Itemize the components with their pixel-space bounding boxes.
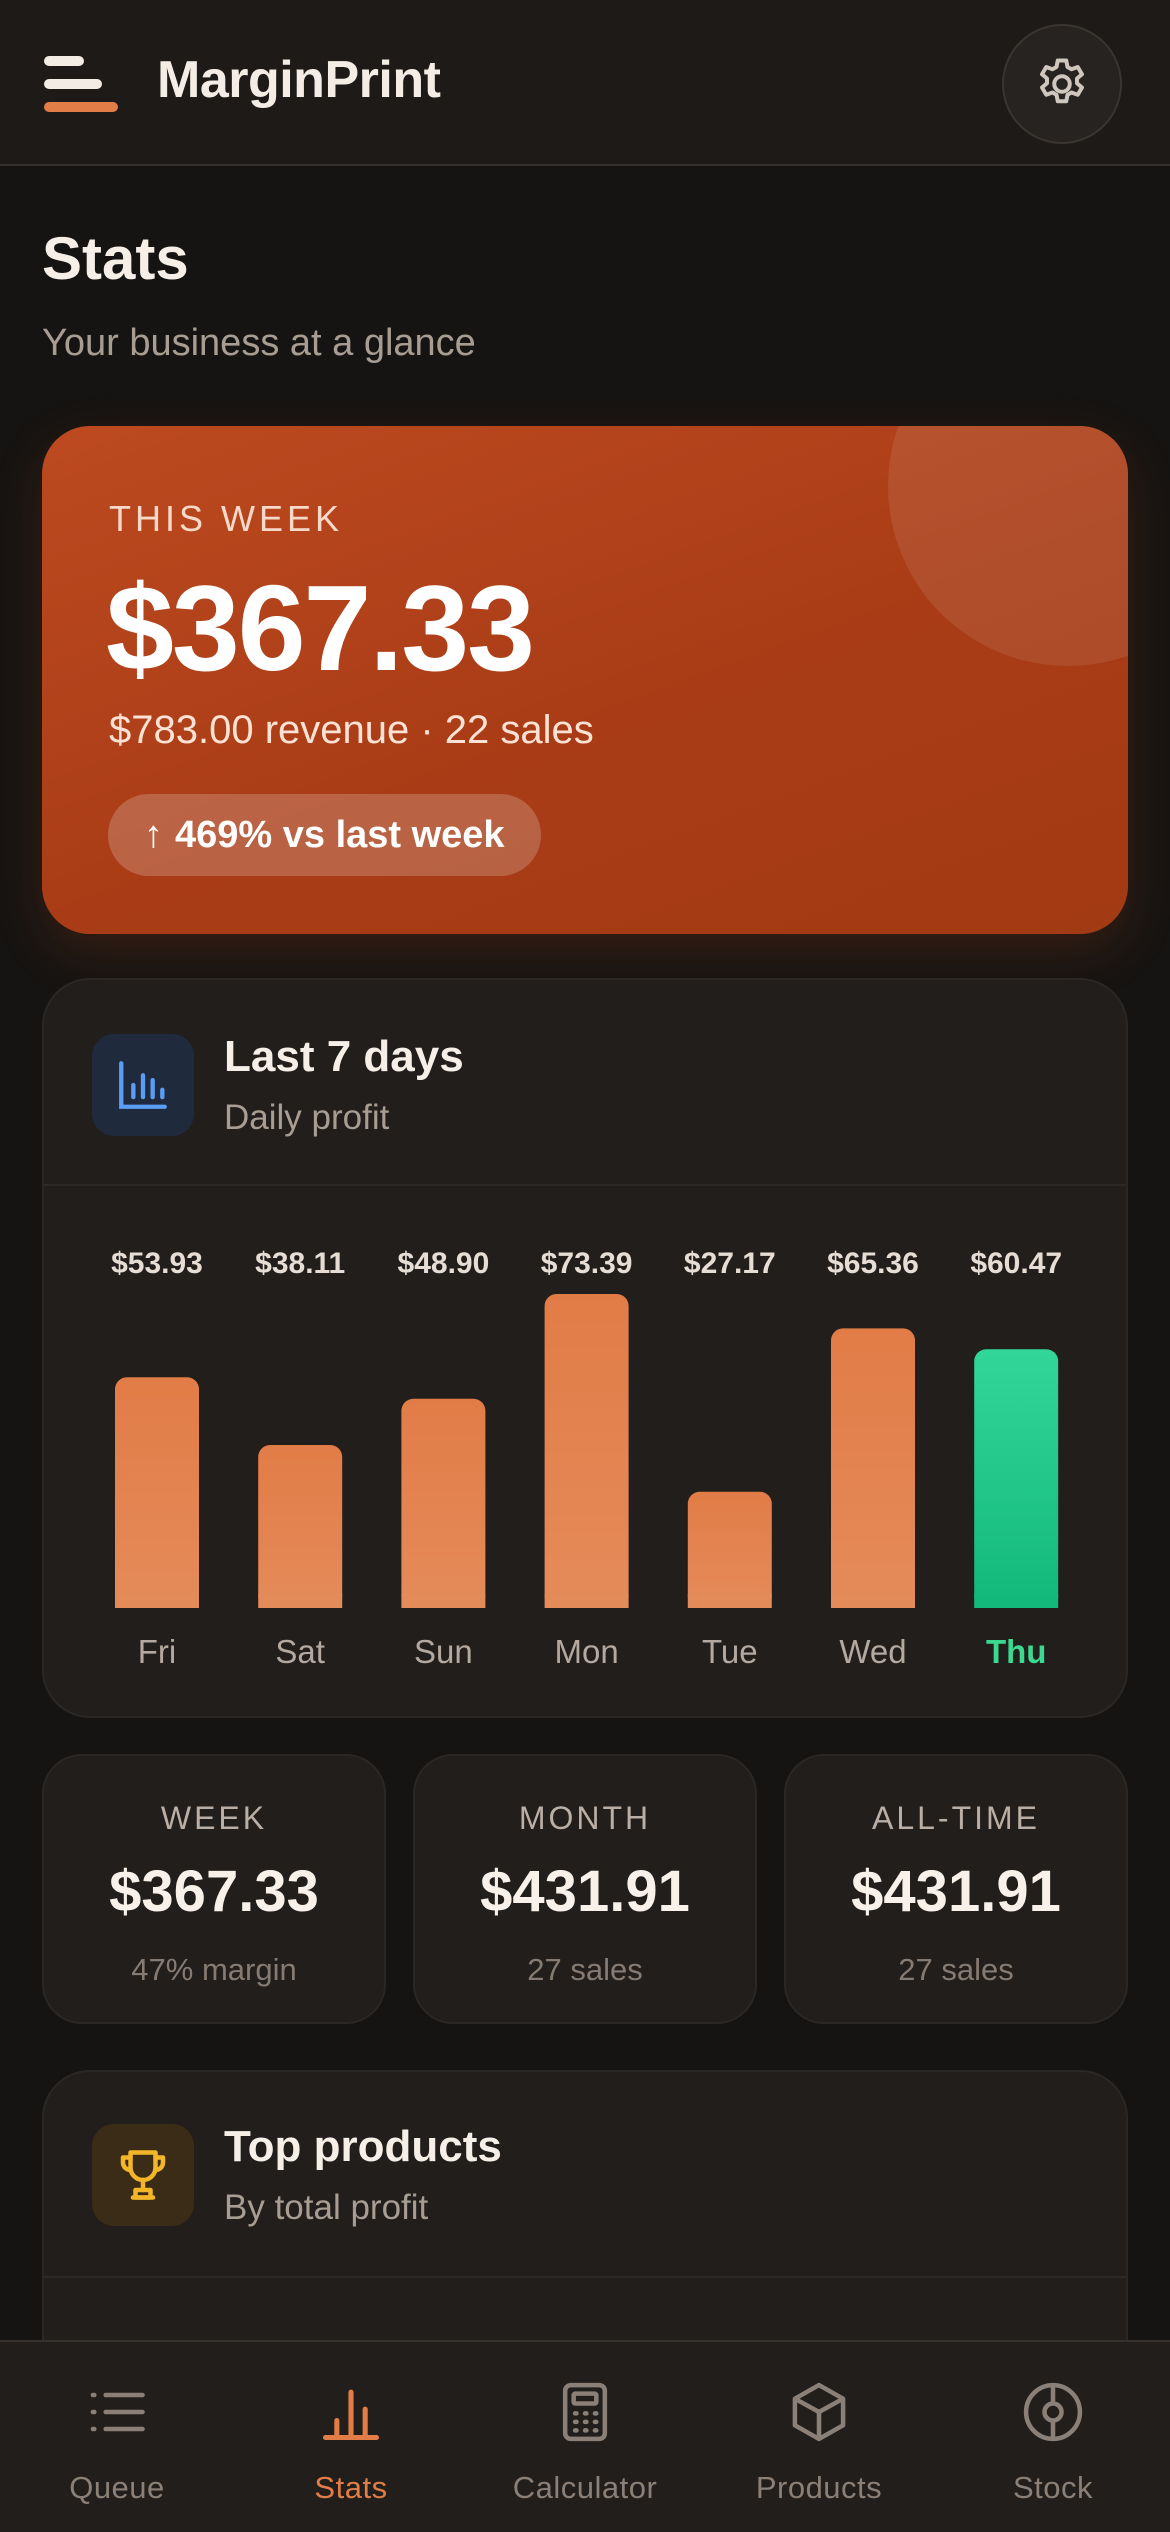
tile-sub: 27 sales xyxy=(527,1952,643,1987)
products-card-subtitle: By total profit xyxy=(224,2188,429,2227)
all-time-stat-tile[interactable]: ALL-TIME $431.91 27 sales xyxy=(784,1754,1128,2024)
menu-icon[interactable] xyxy=(44,52,118,116)
bar-base-tue xyxy=(687,1594,772,1608)
tile-sub: 47% margin xyxy=(131,1952,297,1987)
bar-base-fri xyxy=(115,1594,199,1608)
daily-profit-card: Last 7 days Daily profit $53.93 Fri $38.11… xyxy=(42,978,1128,1718)
page-title: Stats xyxy=(42,225,189,292)
tile-value: $367.33 xyxy=(109,1859,319,1924)
value-label: $27.17 xyxy=(684,1247,776,1280)
tile-label: WEEK xyxy=(160,1800,268,1836)
nav-label: Products xyxy=(755,2470,883,2505)
category-label: Wed xyxy=(839,1633,906,1670)
category-label: Mon xyxy=(554,1633,618,1670)
value-label: $53.93 xyxy=(111,1247,203,1280)
category-label: Thu xyxy=(986,1633,1046,1670)
nav-label: Calculator xyxy=(512,2470,658,2505)
bar-base-sun xyxy=(401,1594,486,1608)
nav-label: Queue xyxy=(69,2470,165,2505)
week-stat-tile[interactable]: WEEK $367.33 47% margin xyxy=(42,1754,386,2024)
bar-base-wed xyxy=(831,1594,915,1608)
bar-thu[interactable] xyxy=(974,1349,1059,1608)
category-label: Tue xyxy=(702,1633,758,1670)
bar-base-sat xyxy=(258,1594,343,1608)
bar-sun[interactable] xyxy=(401,1398,486,1608)
value-label: $73.39 xyxy=(541,1247,633,1280)
decorative-circle xyxy=(888,426,1128,666)
growth-badge: ↑ 469% vs last week xyxy=(108,794,541,876)
nav-item-queue[interactable]: Queue xyxy=(0,2342,234,2532)
category-label: Fri xyxy=(138,1633,176,1670)
bar-mon[interactable] xyxy=(544,1294,629,1608)
target-icon xyxy=(1023,2382,1083,2442)
calculator-icon xyxy=(562,2382,608,2442)
box-icon xyxy=(792,2382,846,2442)
page-subtitle: Your business at a glance xyxy=(42,322,476,364)
hero-label: THIS WEEK xyxy=(109,498,344,539)
bar-chart-icon xyxy=(322,2389,380,2441)
category-label: Sat xyxy=(275,1633,325,1670)
bar-tue[interactable] xyxy=(687,1491,772,1608)
bar-wed[interactable] xyxy=(831,1328,915,1608)
trophy-icon xyxy=(120,2150,166,2200)
nav-label: Stock xyxy=(1012,2470,1094,2505)
products-card-icon xyxy=(92,2124,194,2226)
hero-amount: $367.33 xyxy=(106,560,535,696)
bar-fri[interactable] xyxy=(115,1377,199,1608)
tile-label: ALL-TIME xyxy=(871,1800,1041,1836)
nav-item-stock[interactable]: Stock xyxy=(936,2342,1170,2532)
bar-chart-icon xyxy=(119,1061,167,1109)
bottom-navigation: Queue Stats Calculator Products xyxy=(0,2340,1170,2532)
chart-card-icon xyxy=(92,1034,194,1136)
app-title: MarginPrint xyxy=(157,51,441,109)
nav-item-calculator[interactable]: Calculator xyxy=(468,2342,702,2532)
products-card-title: Top products xyxy=(224,2122,502,2171)
tile-label: MONTH xyxy=(518,1800,652,1836)
bar-base-thu xyxy=(974,1594,1059,1608)
chart-card-title: Last 7 days xyxy=(224,1032,464,1081)
gear-icon xyxy=(1040,58,1084,104)
nav-label: Stats xyxy=(314,2470,388,2505)
bar-sat[interactable] xyxy=(258,1444,343,1608)
tile-value: $431.91 xyxy=(851,1859,1061,1924)
weekly-profit-hero: THIS WEEK $367.33 $783.00 revenue · 22 s… xyxy=(42,426,1128,934)
bar-base-mon xyxy=(544,1594,629,1608)
value-label: $60.47 xyxy=(970,1247,1062,1280)
value-label: $48.90 xyxy=(398,1247,490,1280)
list-icon xyxy=(90,2392,145,2432)
hero-detail: $783.00 revenue · 22 sales xyxy=(109,708,594,752)
tile-value: $431.91 xyxy=(480,1859,690,1924)
nav-item-products[interactable]: Products xyxy=(702,2342,936,2532)
month-stat-tile[interactable]: MONTH $431.91 27 sales xyxy=(413,1754,757,2024)
chart-card-subtitle: Daily profit xyxy=(224,1098,390,1137)
value-label: $65.36 xyxy=(827,1247,919,1280)
daily-profit-chart: $53.93 Fri $38.11 Sat $48.90 Sun $73.39 Mon $27.… xyxy=(111,1247,1062,1670)
top-bar: MarginPrint xyxy=(0,0,1170,166)
growth-badge-text: 469% vs last week xyxy=(175,813,505,856)
settings-button[interactable] xyxy=(1002,24,1122,144)
card-divider xyxy=(44,1184,1126,1186)
nav-item-stats[interactable]: Stats xyxy=(234,2342,468,2532)
category-label: Sun xyxy=(414,1633,473,1670)
tile-sub: 27 sales xyxy=(898,1952,1014,1987)
arrow-up-icon: ↑ xyxy=(144,813,163,856)
card-divider xyxy=(44,2276,1126,2278)
value-label: $38.11 xyxy=(255,1247,345,1280)
